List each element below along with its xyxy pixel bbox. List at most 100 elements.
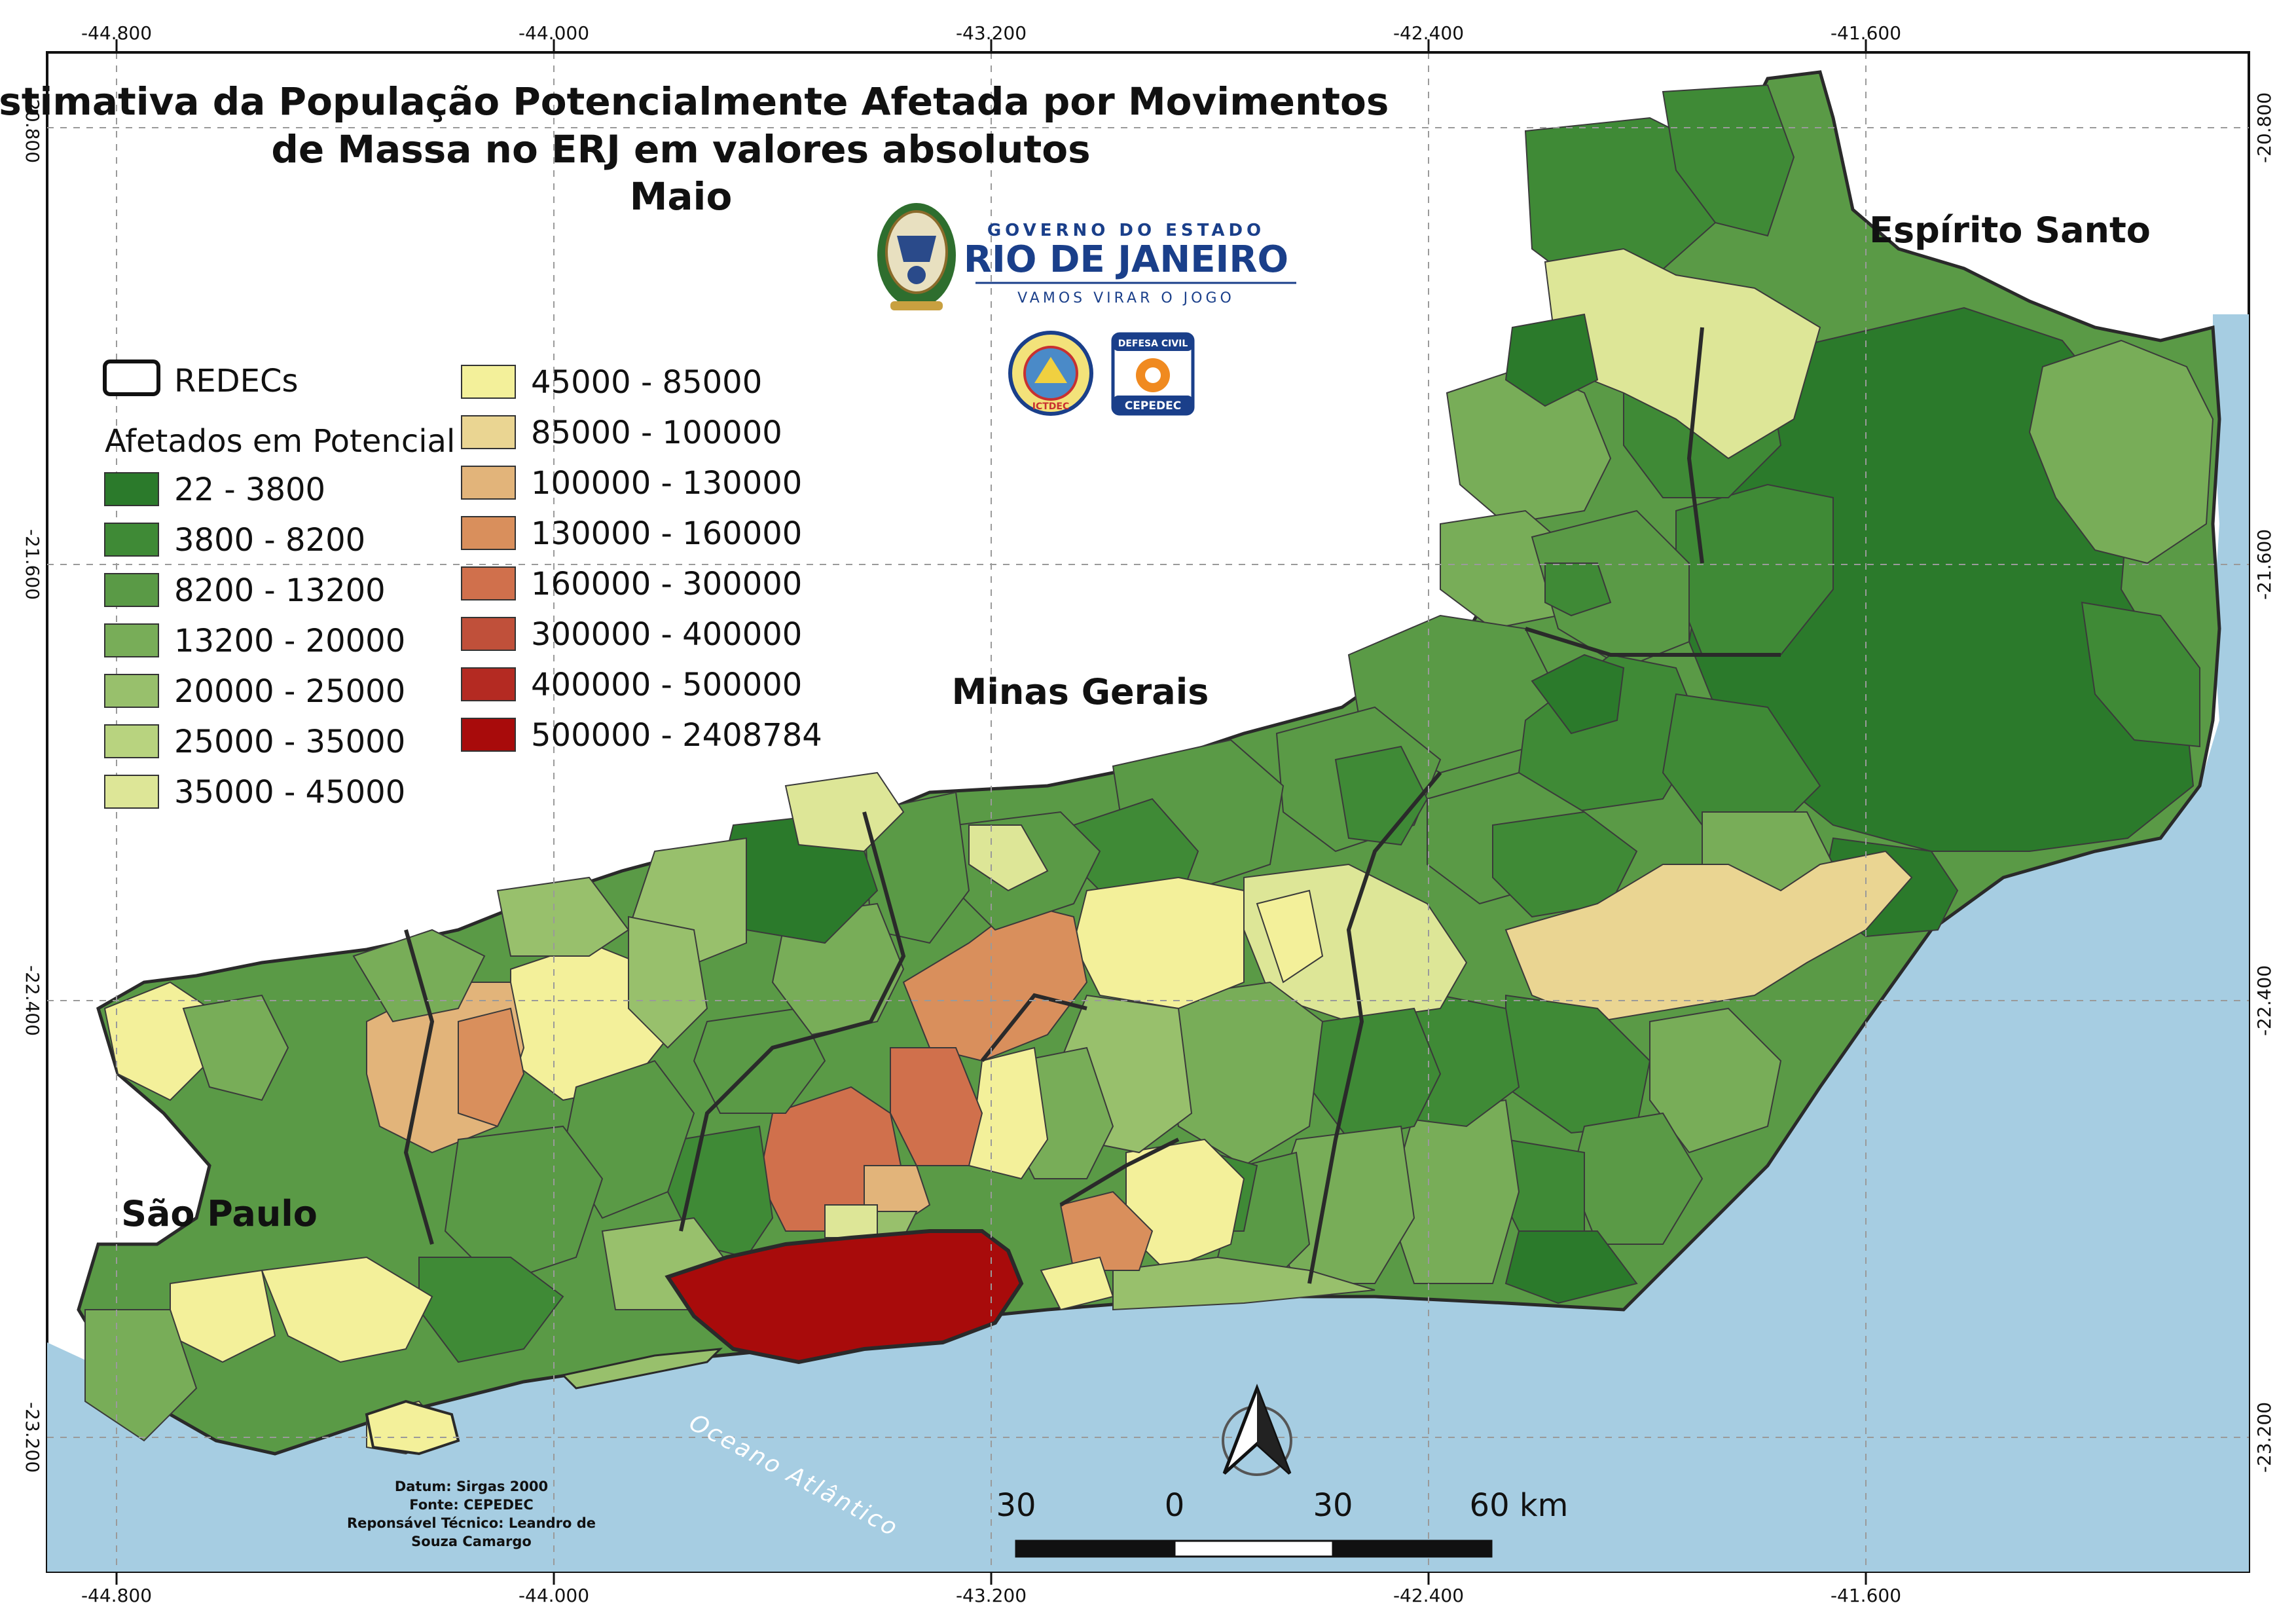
legend-class-label: 85000 - 100000 bbox=[531, 415, 782, 451]
lon-bottom-4: -42.400 bbox=[1393, 1585, 1464, 1606]
rj-government-logo: GOVERNO DO ESTADO RIO DE JANEIRO VAMOS V… bbox=[877, 203, 1296, 310]
legend-swatch bbox=[461, 667, 516, 701]
municipality bbox=[1531, 654, 1625, 735]
legend-class-label: 8200 - 13200 bbox=[174, 572, 386, 609]
logo-top-text: GOVERNO DO ESTADO bbox=[987, 221, 1265, 240]
legend-swatch bbox=[461, 466, 516, 500]
ictdec-badge-icon: ICTDEC bbox=[1008, 331, 1093, 416]
municipality bbox=[458, 1007, 525, 1128]
municipality bbox=[1544, 248, 1821, 460]
credit-datum: Datum: Sirgas 2000 bbox=[395, 1479, 548, 1494]
legend-redecs-swatch bbox=[103, 360, 160, 396]
municipality-rio-de-janeiro bbox=[665, 1229, 1024, 1365]
municipality bbox=[84, 1309, 198, 1442]
lon-bottom-3: -43.200 bbox=[956, 1585, 1027, 1606]
municipality bbox=[1059, 1190, 1154, 1271]
island-ilha-grande bbox=[365, 1399, 460, 1456]
lon-top-4: -42.400 bbox=[1393, 22, 1464, 44]
credits: Datum: Sirgas 2000 Fonte: CEPEDEC Repons… bbox=[347, 1479, 596, 1549]
north-arrow-icon bbox=[1222, 1384, 1292, 1476]
legend-class-label: 300000 - 400000 bbox=[531, 616, 802, 653]
legend-class-label: 22 - 3800 bbox=[174, 471, 325, 508]
municipality bbox=[1112, 1256, 1376, 1311]
municipality bbox=[1334, 745, 1429, 846]
legend-class-label: 35000 - 45000 bbox=[174, 774, 405, 811]
legend-swatch bbox=[104, 472, 159, 506]
legend-swatch bbox=[461, 617, 516, 651]
lon-bottom-1: -44.800 bbox=[81, 1585, 152, 1606]
label-minas-gerais: Minas Gerais bbox=[952, 671, 1209, 712]
municipality bbox=[444, 1125, 604, 1285]
municipality bbox=[261, 1256, 433, 1363]
scale-label-3: 30 bbox=[1313, 1487, 1353, 1524]
lat-left-1: -20.800 bbox=[22, 92, 43, 163]
ocean bbox=[47, 314, 2249, 1572]
redec-boundaries bbox=[403, 327, 1781, 1284]
ictdec-badge-text: ICTDEC bbox=[1032, 401, 1070, 412]
credit-source: Fonte: CEPEDEC bbox=[409, 1497, 534, 1513]
logo-main-text: RIO DE JANEIRO bbox=[964, 238, 1288, 281]
scale-label-4: 60 km bbox=[1470, 1487, 1569, 1524]
lat-left-3: -22.400 bbox=[22, 965, 43, 1036]
legend-swatch bbox=[461, 566, 516, 600]
legend-swatch bbox=[461, 516, 516, 550]
legend-swatch bbox=[461, 415, 516, 449]
municipality bbox=[1524, 117, 1717, 289]
legend-class-label: 100000 - 130000 bbox=[531, 465, 802, 502]
lon-top-5: -41.600 bbox=[1831, 22, 1901, 44]
coat-of-arms-icon bbox=[877, 203, 956, 310]
label-espirito-santo: Espírito Santo bbox=[1869, 210, 2151, 251]
municipality bbox=[1040, 1256, 1114, 1311]
scale-label-1: 30 bbox=[996, 1487, 1036, 1524]
legend-swatch bbox=[461, 365, 516, 399]
lat-left-4: -23.200 bbox=[22, 1402, 43, 1473]
municipality bbox=[1504, 850, 1913, 1023]
label-sao-paulo: São Paulo bbox=[121, 1193, 318, 1234]
cepedec-badge-top: DEFESA CIVIL bbox=[1118, 339, 1188, 349]
cepedec-badge-bottom: CEPEDEC bbox=[1125, 399, 1181, 413]
legend-swatch bbox=[104, 674, 159, 708]
cepedec-badge-icon: DEFESA CIVIL CEPEDEC bbox=[1111, 332, 1195, 416]
graticule bbox=[47, 52, 2249, 1572]
lat-right-2: -21.600 bbox=[2253, 529, 2275, 600]
municipality bbox=[496, 876, 630, 957]
municipalities bbox=[84, 84, 2214, 1455]
lon-top-2: -44.000 bbox=[519, 22, 589, 44]
scale-bar: 30 0 30 60 km bbox=[996, 1487, 1569, 1558]
municipality bbox=[2081, 601, 2200, 748]
map-title-line-1: Estimativa da População Potencialmente A… bbox=[0, 79, 1389, 124]
legend-swatch bbox=[104, 775, 159, 809]
municipality bbox=[824, 1204, 878, 1238]
lon-bottom-5: -41.600 bbox=[1831, 1585, 1901, 1606]
coordinate-ticks bbox=[115, 39, 1867, 1585]
municipality bbox=[1072, 876, 1245, 1010]
lon-bottom-2: -44.000 bbox=[519, 1585, 589, 1606]
municipality bbox=[2028, 339, 2214, 564]
lat-right-3: -22.400 bbox=[2253, 965, 2275, 1036]
municipality bbox=[968, 824, 1049, 892]
logo-slogan: VAMOS VIRAR O JOGO bbox=[1017, 290, 1235, 306]
legend-swatch bbox=[104, 523, 159, 557]
municipality bbox=[1531, 509, 1690, 669]
legend: REDECs Afetados em Potencial 22 - 3800 38… bbox=[103, 360, 822, 811]
legend-class-label: 3800 - 8200 bbox=[174, 522, 365, 559]
municipality bbox=[1649, 1007, 1782, 1154]
restinga bbox=[560, 1348, 723, 1390]
lat-right-1: -20.800 bbox=[2253, 92, 2275, 163]
map-title-month: Maio bbox=[630, 174, 733, 219]
legend-swatch bbox=[461, 718, 516, 752]
municipality bbox=[628, 915, 708, 1049]
legend-swatch bbox=[104, 573, 159, 607]
municipality bbox=[182, 994, 289, 1101]
lon-top-1: -44.800 bbox=[81, 22, 152, 44]
lon-top-3: -43.200 bbox=[956, 22, 1027, 44]
lat-left-2: -21.600 bbox=[22, 529, 43, 600]
credit-responsible-2: Souza Camargo bbox=[411, 1534, 532, 1549]
legend-class-label: 160000 - 300000 bbox=[531, 566, 802, 602]
map-title-line-2: de Massa no ERJ em valores absolutos bbox=[271, 127, 1090, 172]
legend-class-label: 45000 - 85000 bbox=[531, 364, 762, 401]
municipality bbox=[1256, 889, 1324, 984]
legend-class-label: 400000 - 500000 bbox=[531, 667, 802, 703]
legend-redecs-label: REDECs bbox=[174, 363, 299, 399]
lat-right-4: -23.200 bbox=[2253, 1402, 2275, 1473]
